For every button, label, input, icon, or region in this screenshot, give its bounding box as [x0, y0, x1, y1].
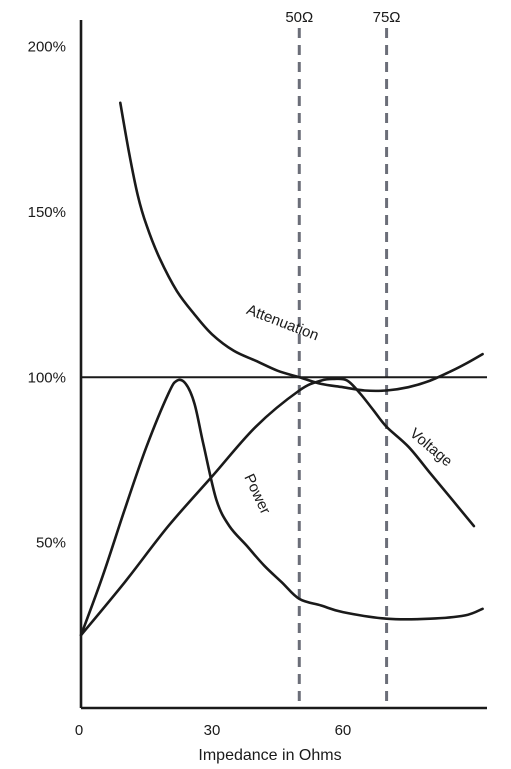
series-line-power [79, 378, 484, 637]
series-label-attenuation: Attenuation [244, 301, 321, 344]
series-label-power: Power [240, 471, 273, 517]
x-axis-title: Impedance in Ohms [198, 747, 341, 764]
y-tick-labels: 50% 100% 150% 200% [28, 39, 66, 552]
y-tick-label: 200% [28, 39, 66, 56]
series-label-voltage: Voltage [406, 425, 455, 470]
marker-lines: 50Ω 75Ω [285, 9, 401, 708]
x-tick-label: 0 [75, 722, 83, 739]
series-line-attenuation [119, 101, 484, 393]
series-line-voltage [79, 377, 476, 637]
y-tick-label: 150% [28, 204, 66, 221]
x-tick-labels: 0 30 60 [75, 722, 351, 739]
x-tick-label: 60 [335, 722, 352, 739]
curves [79, 101, 484, 637]
y-tick-label: 50% [36, 535, 66, 552]
x-tick-label: 30 [204, 722, 221, 739]
marker-label: 50Ω [285, 9, 313, 26]
marker-label: 75Ω [373, 9, 401, 26]
y-tick-label: 100% [28, 369, 66, 386]
